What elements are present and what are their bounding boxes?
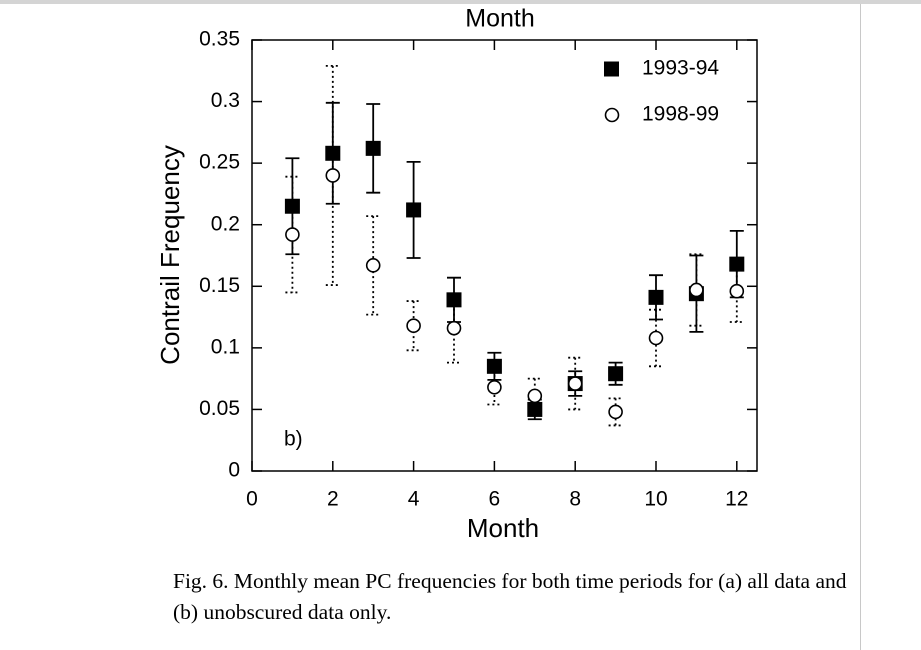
y-tick-label: 0.2 [211,212,240,235]
marker [365,258,381,273]
marker [406,318,421,333]
marker [325,168,341,183]
y-axis-label: Contrail Frequency [155,145,185,365]
marker [648,289,664,305]
marker [729,256,745,272]
x-tick-label: 2 [327,488,339,511]
plot-frame [251,39,758,472]
error-bar [608,397,623,427]
y-tick-label: 0.1 [211,335,240,358]
error-bar [366,215,381,316]
marker [487,379,502,395]
annotation: b) [284,428,303,451]
marker [648,330,664,346]
x-tick-label: 8 [569,488,581,511]
error-bar [285,175,300,294]
marker [325,145,341,161]
x-tick-label: 12 [725,488,748,511]
y-tick-label: 0.25 [199,151,240,174]
marker [285,227,300,242]
marker [406,202,422,218]
top-label: Month [465,5,534,33]
legend-label: 1993-94 [642,57,719,80]
x-tick-label: 4 [408,488,420,511]
legend-marker [604,107,620,123]
x-tick-label: 0 [246,488,258,511]
marker [284,198,300,214]
marker [608,366,624,382]
error-bar [325,64,340,286]
x-tick-label: 6 [489,488,501,511]
legend-marker [604,61,619,77]
marker [608,404,623,420]
marker [365,140,381,156]
y-tick-label: 0 [228,459,240,482]
error-bar [649,308,663,368]
x-axis-label: Month [467,513,539,543]
marker [527,388,543,404]
marker [729,283,745,299]
marker [527,401,543,417]
viewer-bar [0,0,921,4]
page-edge [860,4,861,650]
marker [446,320,462,336]
error-bar [406,300,421,352]
y-tick-label: 0.3 [211,89,240,112]
y-tick-label: 0.05 [199,397,240,420]
marker [486,358,502,374]
y-tick-label: 0.35 [199,28,240,51]
marker [567,376,583,391]
legend-label: 1998-99 [642,103,719,126]
x-tick-label: 10 [644,488,667,511]
marker [446,292,462,308]
caption: Fig. 6. Monthly mean PC frequencies for … [173,569,847,624]
y-tick-label: 0.15 [199,274,240,297]
marker [689,282,704,298]
